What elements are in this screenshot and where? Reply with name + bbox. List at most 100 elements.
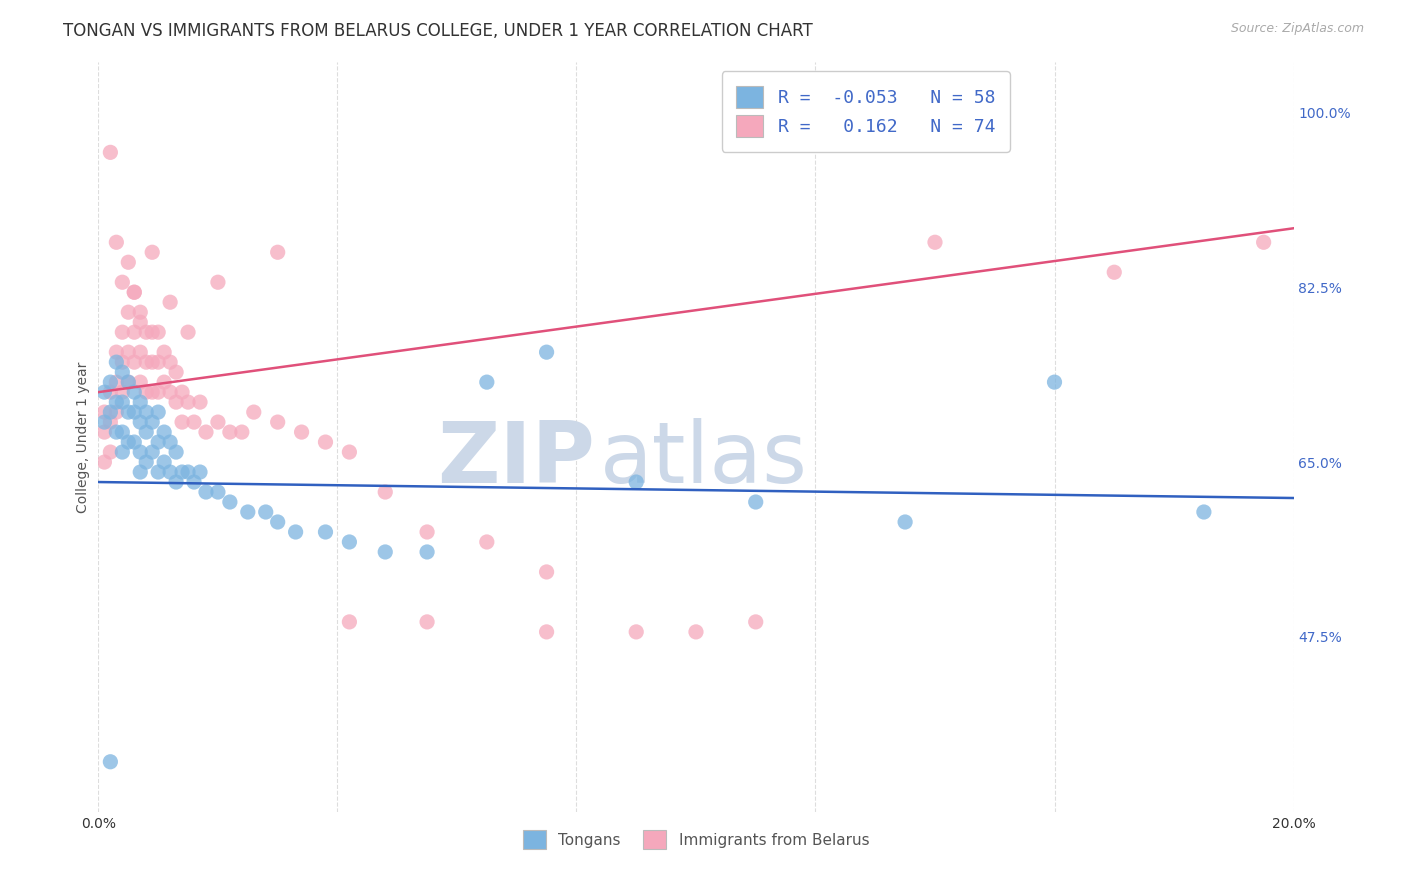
Point (105, 235, 128, 250)
Point (98, 385, 122, 400)
Point (98, 755, 122, 769)
Point (124, 285, 146, 300)
Point (129, 305, 152, 319)
Point (111, 385, 134, 400)
Point (111, 355, 134, 369)
Point (153, 375, 176, 389)
Point (117, 305, 139, 319)
Point (626, 475, 648, 489)
Point (177, 395, 200, 409)
Point (685, 624, 707, 639)
Point (98, 405, 122, 419)
Point (135, 325, 157, 339)
Point (153, 345, 176, 359)
Point (416, 524, 439, 539)
Point (117, 435, 139, 450)
Point (129, 415, 152, 429)
Point (188, 465, 211, 479)
Point (129, 315, 152, 329)
Point (416, 615, 439, 629)
Point (148, 385, 170, 400)
Point (159, 435, 181, 450)
Point (475, 535, 498, 549)
Point (124, 325, 146, 339)
Point (924, 235, 946, 250)
Point (536, 565, 558, 579)
Text: TONGAN VS IMMIGRANTS FROM BELARUS COLLEGE, UNDER 1 YEAR CORRELATION CHART: TONGAN VS IMMIGRANTS FROM BELARUS COLLEG… (63, 22, 813, 40)
Point (124, 285, 146, 300)
Point (105, 425, 128, 439)
Point (1104, 265, 1126, 279)
Point (165, 395, 187, 409)
Point (111, 275, 134, 289)
Point (141, 385, 163, 400)
Point (148, 465, 170, 479)
Legend: Tongans, Immigrants from Belarus: Tongans, Immigrants from Belarus (515, 822, 877, 856)
Point (165, 445, 187, 459)
Point (315, 435, 337, 450)
Point (98, 415, 122, 429)
Point (172, 415, 194, 429)
Point (98, 445, 122, 459)
Point (117, 375, 139, 389)
Point (111, 425, 134, 439)
Point (153, 455, 176, 469)
Point (141, 415, 163, 429)
Point (243, 405, 266, 419)
Point (1192, 505, 1215, 519)
Point (93, 385, 115, 400)
Point (236, 505, 259, 519)
Point (254, 505, 277, 519)
Point (159, 465, 181, 479)
Point (141, 245, 163, 260)
Point (339, 535, 361, 549)
Point (374, 485, 396, 500)
Point (267, 415, 290, 429)
Point (124, 405, 146, 419)
Point (207, 415, 229, 429)
Point (148, 355, 170, 369)
Point (267, 515, 290, 529)
Point (207, 275, 229, 289)
Point (339, 615, 361, 629)
Point (124, 355, 146, 369)
Point (129, 375, 152, 389)
Point (148, 435, 170, 450)
Point (188, 395, 211, 409)
Point (117, 345, 139, 359)
Point (98, 375, 122, 389)
Point (93, 425, 115, 439)
Point (894, 515, 917, 529)
Point (105, 345, 128, 359)
Point (135, 425, 157, 439)
Point (172, 465, 194, 479)
Point (129, 465, 152, 479)
Point (416, 545, 439, 559)
Point (626, 624, 648, 639)
Point (141, 355, 163, 369)
Point (135, 405, 157, 419)
Point (129, 395, 152, 409)
Point (207, 485, 229, 500)
Text: ZIP: ZIP (437, 418, 595, 501)
Point (231, 425, 253, 439)
Point (124, 435, 146, 450)
Point (536, 345, 558, 359)
Point (172, 385, 194, 400)
Point (219, 425, 242, 439)
Point (177, 325, 200, 339)
Point (105, 395, 128, 409)
Text: atlas: atlas (600, 418, 808, 501)
Point (339, 445, 361, 459)
Point (165, 365, 187, 379)
Point (536, 624, 558, 639)
Point (141, 325, 163, 339)
Point (105, 375, 128, 389)
Point (1043, 375, 1066, 389)
Point (745, 615, 768, 629)
Point (105, 355, 128, 369)
Point (475, 375, 498, 389)
Point (148, 405, 170, 419)
Point (117, 375, 139, 389)
Point (177, 465, 200, 479)
